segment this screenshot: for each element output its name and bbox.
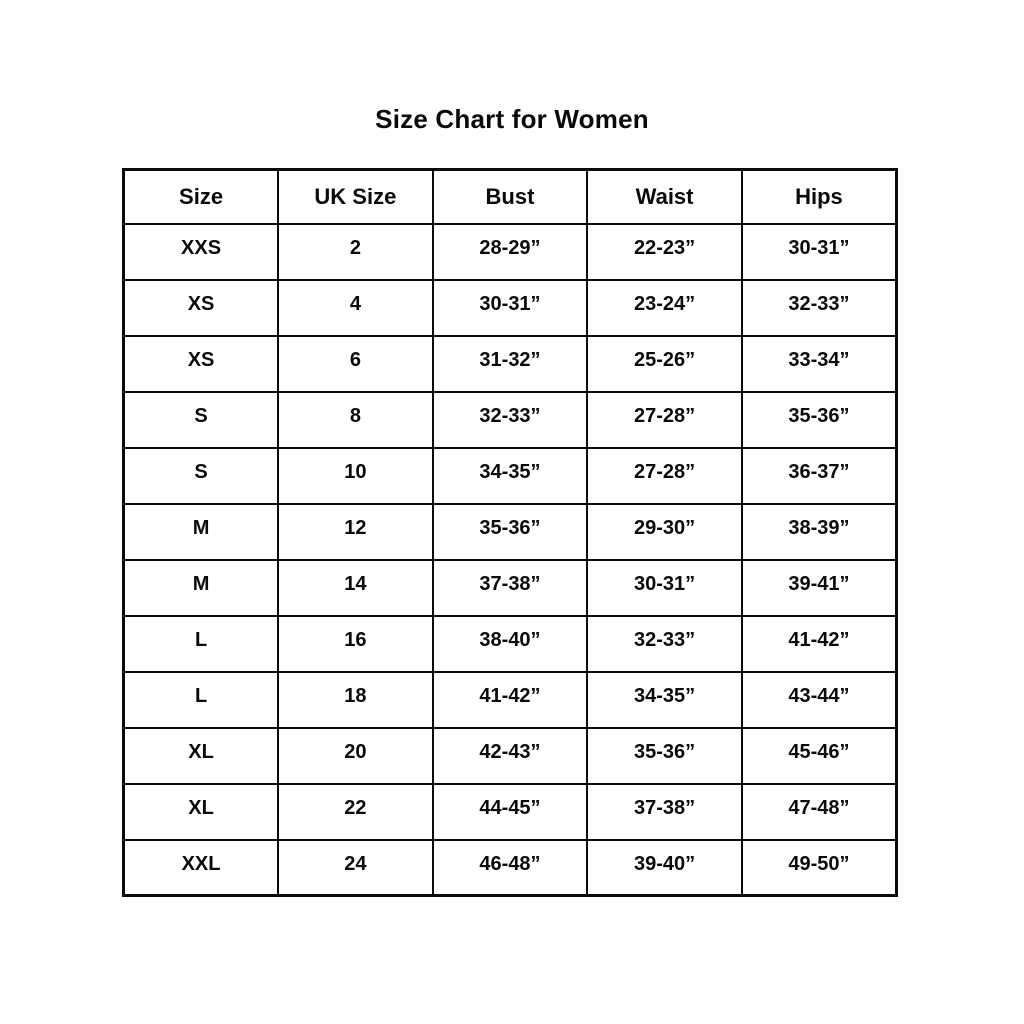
table-cell: 22: [277, 782, 434, 841]
table-cell: 25-26”: [586, 334, 743, 393]
table-cell: 33-34”: [740, 334, 898, 393]
table-cell: 27-28”: [586, 446, 743, 505]
table-cell: 16: [277, 614, 434, 673]
table-cell: L: [122, 670, 280, 729]
table-cell: XS: [122, 334, 280, 393]
table-cell: 39-40”: [586, 838, 743, 897]
table-cell: 8: [277, 390, 434, 449]
table-cell: 32-33”: [586, 614, 743, 673]
table-cell: 44-45”: [431, 782, 589, 841]
table-cell: 31-32”: [431, 334, 589, 393]
table-cell: S: [122, 390, 280, 449]
table-cell: 42-43”: [431, 726, 589, 785]
table-cell: 30-31”: [740, 222, 898, 281]
column-header-waist: Waist: [586, 168, 743, 225]
table-row: M 14 37-38” 30-31” 39-41”: [122, 558, 898, 617]
table-cell: 35-36”: [586, 726, 743, 785]
size-chart-table: Size UK Size Bust Waist Hips XXS 2 28-29” 22-23…: [122, 168, 898, 897]
table-cell: L: [122, 614, 280, 673]
table-cell: 36-37”: [740, 446, 898, 505]
table-cell: 41-42”: [740, 614, 898, 673]
table-cell: 32-33”: [431, 390, 589, 449]
table-cell: 38-39”: [740, 502, 898, 561]
table-cell: 43-44”: [740, 670, 898, 729]
table-cell: 39-41”: [740, 558, 898, 617]
table-cell: 49-50”: [740, 838, 898, 897]
table-cell: 41-42”: [431, 670, 589, 729]
table-cell: 34-35”: [431, 446, 589, 505]
table-cell: 34-35”: [586, 670, 743, 729]
table-row: M 12 35-36” 29-30” 38-39”: [122, 502, 898, 561]
table-cell: 35-36”: [740, 390, 898, 449]
table-row: XS 4 30-31” 23-24” 32-33”: [122, 278, 898, 337]
table-row: S 8 32-33” 27-28” 35-36”: [122, 390, 898, 449]
table-cell: 38-40”: [431, 614, 589, 673]
table-cell: 18: [277, 670, 434, 729]
table-row: XL 20 42-43” 35-36” 45-46”: [122, 726, 898, 785]
page-title: Size Chart for Women: [375, 104, 649, 134]
table-header: Size UK Size Bust Waist Hips: [122, 168, 898, 225]
table-cell: 28-29”: [431, 222, 589, 281]
table-body: XXS 2 28-29” 22-23” 30-31” XS 4 30-31” 23-24” 32-…: [122, 222, 898, 897]
table-cell: 22-23”: [586, 222, 743, 281]
table-cell: 20: [277, 726, 434, 785]
table-cell: XL: [122, 726, 280, 785]
table-cell: 10: [277, 446, 434, 505]
table-cell: 30-31”: [431, 278, 589, 337]
table-cell: XL: [122, 782, 280, 841]
column-header-uk-size: UK Size: [277, 168, 434, 225]
table-cell: S: [122, 446, 280, 505]
table-cell: 35-36”: [431, 502, 589, 561]
column-header-hips: Hips: [740, 168, 898, 225]
table-cell: 29-30”: [586, 502, 743, 561]
table-cell: 2: [277, 222, 434, 281]
table-cell: 46-48”: [431, 838, 589, 897]
table-header-row: Size UK Size Bust Waist Hips: [122, 168, 898, 225]
table-cell: 32-33”: [740, 278, 898, 337]
table-row: L 16 38-40” 32-33” 41-42”: [122, 614, 898, 673]
table-cell: 14: [277, 558, 434, 617]
table-cell: 12: [277, 502, 434, 561]
table-cell: 4: [277, 278, 434, 337]
table-cell: 23-24”: [586, 278, 743, 337]
table-cell: 45-46”: [740, 726, 898, 785]
table-row: XS 6 31-32” 25-26” 33-34”: [122, 334, 898, 393]
table-cell: 37-38”: [431, 558, 589, 617]
table-cell: XXS: [122, 222, 280, 281]
table-row: XL 22 44-45” 37-38” 47-48”: [122, 782, 898, 841]
table-cell: 37-38”: [586, 782, 743, 841]
table-row: XXS 2 28-29” 22-23” 30-31”: [122, 222, 898, 281]
table-cell: 47-48”: [740, 782, 898, 841]
table-cell: 27-28”: [586, 390, 743, 449]
table-row: XXL 24 46-48” 39-40” 49-50”: [122, 838, 898, 897]
table-cell: 24: [277, 838, 434, 897]
table-cell: 6: [277, 334, 434, 393]
table-cell: XS: [122, 278, 280, 337]
column-header-bust: Bust: [431, 168, 589, 225]
table-row: S 10 34-35” 27-28” 36-37”: [122, 446, 898, 505]
table-cell: M: [122, 558, 280, 617]
column-header-size: Size: [122, 168, 280, 225]
table-cell: XXL: [122, 838, 280, 897]
table-row: L 18 41-42” 34-35” 43-44”: [122, 670, 898, 729]
table-cell: 30-31”: [586, 558, 743, 617]
table-cell: M: [122, 502, 280, 561]
